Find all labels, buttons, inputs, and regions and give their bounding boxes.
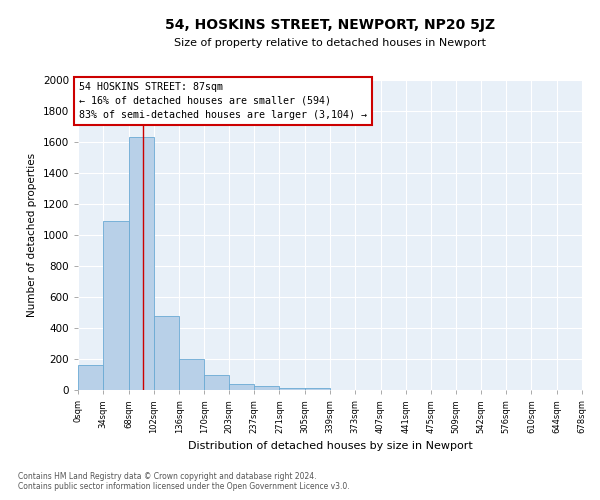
Bar: [280, 388, 305, 390]
Bar: [103, 221, 128, 390]
Bar: [305, 388, 330, 390]
Bar: [179, 359, 205, 390]
Text: Contains HM Land Registry data © Crown copyright and database right 2024.: Contains HM Land Registry data © Crown c…: [18, 472, 317, 481]
Bar: [128, 138, 154, 390]
Text: 54, HOSKINS STREET, NEWPORT, NP20 5JZ: 54, HOSKINS STREET, NEWPORT, NP20 5JZ: [165, 18, 495, 32]
Bar: [254, 386, 280, 390]
Text: Size of property relative to detached houses in Newport: Size of property relative to detached ho…: [174, 38, 486, 48]
Y-axis label: Number of detached properties: Number of detached properties: [27, 153, 37, 317]
Bar: [205, 374, 229, 390]
Text: 54 HOSKINS STREET: 87sqm
← 16% of detached houses are smaller (594)
83% of semi-: 54 HOSKINS STREET: 87sqm ← 16% of detach…: [79, 82, 367, 120]
Bar: [78, 365, 103, 390]
Bar: [229, 384, 254, 390]
Text: Contains public sector information licensed under the Open Government Licence v3: Contains public sector information licen…: [18, 482, 350, 491]
X-axis label: Distribution of detached houses by size in Newport: Distribution of detached houses by size …: [188, 442, 472, 452]
Bar: [154, 316, 179, 390]
